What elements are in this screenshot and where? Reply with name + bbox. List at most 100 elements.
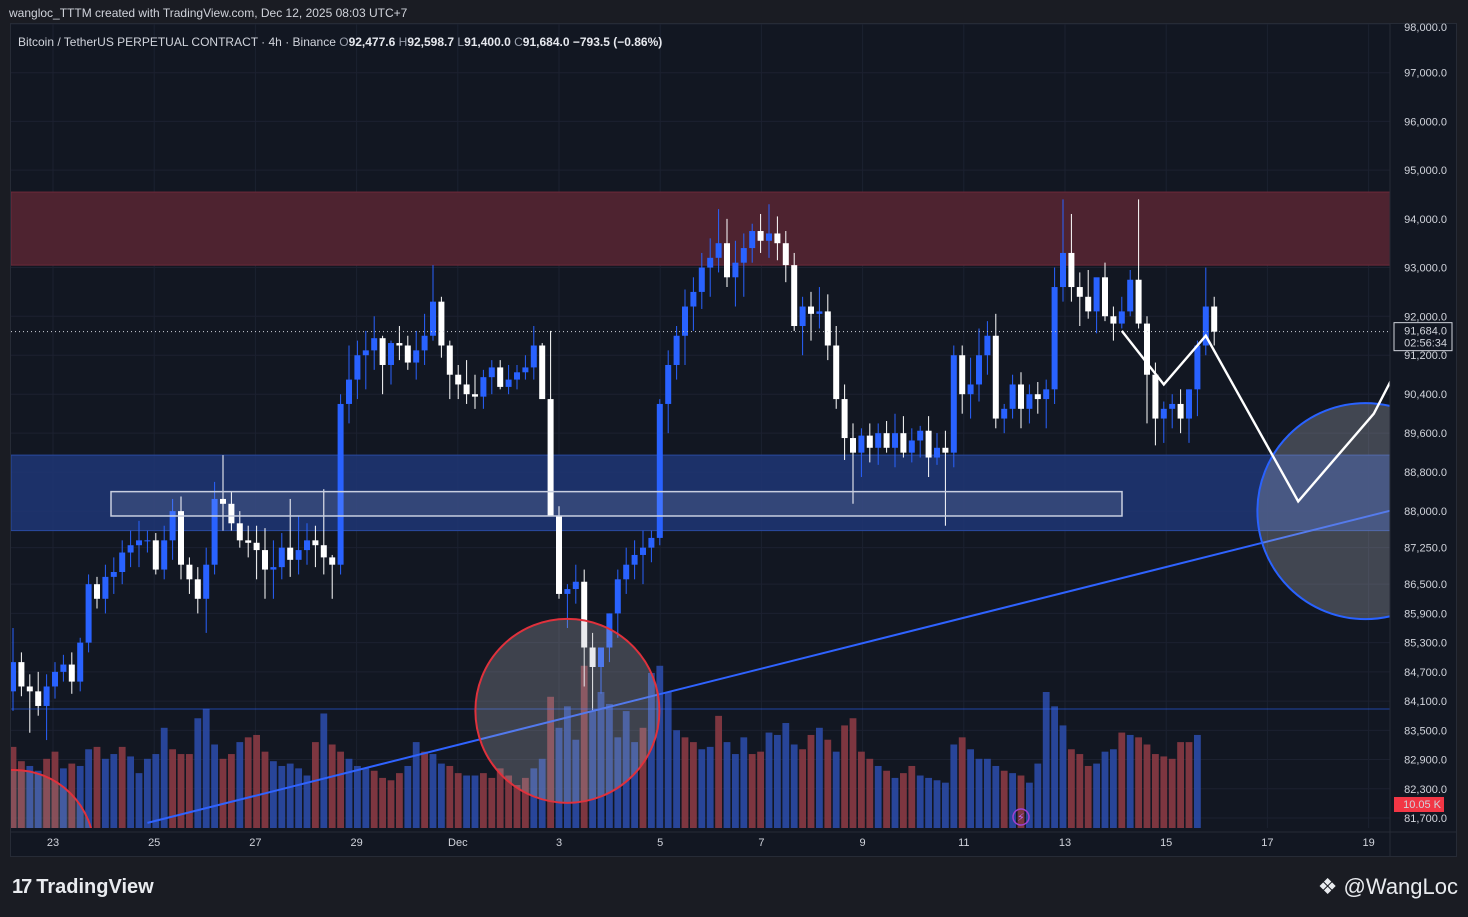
support-zone bbox=[11, 454, 1390, 532]
volume-bar bbox=[1068, 749, 1075, 828]
volume-bar bbox=[715, 715, 722, 828]
volume-bar bbox=[118, 746, 126, 828]
candle-body bbox=[1135, 279, 1142, 324]
time-tick-label: 3 bbox=[556, 837, 562, 849]
volume-bar bbox=[790, 744, 798, 828]
volume-bar bbox=[858, 751, 865, 828]
volume-bar bbox=[513, 785, 521, 828]
candle-body bbox=[94, 584, 100, 599]
candle-body bbox=[220, 498, 226, 504]
candle-body bbox=[488, 367, 495, 378]
volume-bar bbox=[1093, 763, 1100, 828]
candle-body bbox=[1093, 277, 1100, 312]
candle-body bbox=[262, 550, 268, 570]
demand-box bbox=[110, 490, 1123, 517]
low-value: 91,400.0 bbox=[464, 35, 511, 49]
candle-body bbox=[1194, 345, 1201, 390]
diamond-grid-icon: ❖ bbox=[1317, 874, 1338, 899]
volume-bar bbox=[270, 761, 277, 828]
candle-body bbox=[707, 257, 714, 268]
price-tick-label: 84,700.0 bbox=[1404, 667, 1447, 679]
candle-body bbox=[85, 584, 92, 643]
candle-body bbox=[1211, 306, 1218, 332]
price-tick-label: 96,000.0 bbox=[1404, 116, 1447, 128]
volume-bar bbox=[1034, 763, 1042, 828]
volume-bar bbox=[942, 782, 949, 828]
candle-body bbox=[858, 435, 865, 453]
volume-bar bbox=[253, 734, 260, 828]
current-price-badge bbox=[1393, 322, 1453, 352]
candle-body bbox=[1202, 306, 1209, 346]
volume-bar bbox=[1042, 692, 1050, 828]
close-value: 91,684.0 bbox=[522, 35, 570, 49]
volume-bar bbox=[757, 751, 764, 828]
candle-body bbox=[329, 557, 336, 565]
candle-body bbox=[967, 384, 974, 395]
volume-bar bbox=[463, 775, 470, 828]
volume-bar bbox=[1194, 734, 1201, 828]
candle-body bbox=[295, 550, 302, 560]
candle-body bbox=[26, 686, 33, 692]
candle-body bbox=[724, 243, 730, 278]
volume-bar bbox=[916, 775, 924, 828]
target-circle bbox=[1256, 402, 1390, 621]
volume-bar bbox=[866, 758, 874, 828]
volume-bar bbox=[1076, 754, 1084, 828]
price-tick-label: 93,000.0 bbox=[1404, 263, 1447, 275]
candle-body bbox=[1051, 287, 1058, 390]
time-tick-label: 17 bbox=[1261, 837, 1273, 849]
volume-bar bbox=[421, 751, 428, 828]
candle-body bbox=[892, 433, 898, 448]
volume-bar bbox=[1110, 749, 1117, 828]
volume-bar bbox=[295, 768, 302, 828]
symbol-title[interactable]: Bitcoin / TetherUS PERPETUAL CONTRACT · … bbox=[18, 35, 336, 49]
candle-body bbox=[522, 367, 529, 373]
candle-body bbox=[312, 540, 319, 546]
time-tick-label: 25 bbox=[148, 837, 160, 849]
volume-bar bbox=[76, 765, 84, 828]
volume-bar bbox=[799, 749, 806, 828]
candle-body bbox=[539, 345, 546, 400]
candle-body bbox=[169, 511, 176, 541]
candle-body bbox=[43, 686, 50, 706]
candle-body bbox=[572, 581, 579, 590]
price-tick-label: 98,000.0 bbox=[1404, 22, 1447, 34]
countdown-label: 02:56:34 bbox=[1404, 338, 1447, 350]
author-watermark: ❖ @WangLoc bbox=[1318, 874, 1458, 900]
time-tick-label: 15 bbox=[1160, 837, 1172, 849]
price-tick-label: 82,900.0 bbox=[1404, 755, 1447, 767]
candle-body bbox=[1144, 323, 1150, 375]
candle-body bbox=[1085, 296, 1092, 312]
volume-bar bbox=[93, 746, 101, 828]
candle-body bbox=[1102, 277, 1108, 317]
volume-bar bbox=[774, 734, 781, 828]
open-value: 92,477.6 bbox=[348, 35, 396, 49]
volume-bar bbox=[522, 777, 529, 828]
candle-body bbox=[1034, 394, 1041, 400]
candle-body bbox=[1060, 252, 1066, 288]
volume-bar bbox=[85, 749, 92, 828]
candle-body bbox=[245, 540, 252, 543]
volume-bar bbox=[370, 770, 378, 828]
volume-bar bbox=[404, 765, 412, 828]
candle-body bbox=[757, 231, 764, 241]
volume-bar bbox=[958, 737, 966, 828]
chart-panel[interactable] bbox=[10, 23, 1457, 857]
candle-body bbox=[774, 233, 781, 244]
change-value: −793.5 (−0.86%) bbox=[572, 35, 663, 49]
open-label: O bbox=[339, 35, 349, 49]
volume-bar bbox=[135, 773, 143, 828]
low-label: L bbox=[457, 35, 465, 49]
candle-body bbox=[421, 335, 428, 351]
time-tick-label: 5 bbox=[657, 837, 663, 849]
candle-body bbox=[682, 306, 688, 336]
volume-bar bbox=[1168, 758, 1176, 828]
candle-body bbox=[976, 355, 982, 385]
candle-body bbox=[203, 564, 210, 599]
candle-body bbox=[371, 338, 378, 351]
candle-body bbox=[690, 291, 697, 307]
candle-body bbox=[152, 540, 159, 570]
volume-bar bbox=[312, 742, 319, 828]
volume-bar bbox=[194, 718, 202, 828]
